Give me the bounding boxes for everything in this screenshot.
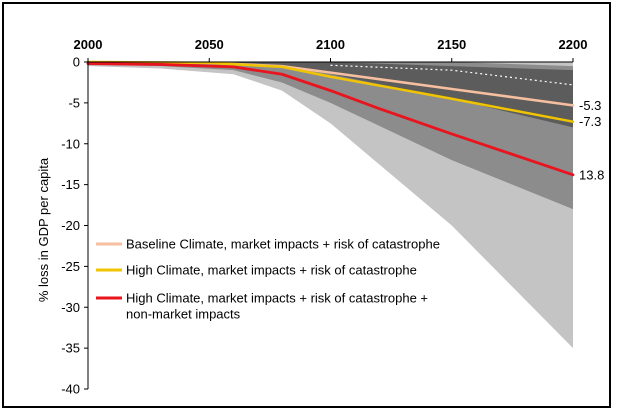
- legend-label-2: High Climate, market impacts + risk of c…: [126, 263, 417, 278]
- y-tick-label: -10: [61, 136, 80, 151]
- y-tick-label: -30: [61, 300, 80, 315]
- y-tick-label: -5: [68, 95, 80, 110]
- y-tick-label: -25: [61, 259, 80, 274]
- x-tick-label: 2150: [437, 37, 466, 52]
- y-axis-label: % loss in GDP per capita: [36, 157, 51, 302]
- y-axis-ticks: 0 -5 -10 -15 -20 -25 -30 -35 -40: [61, 55, 88, 397]
- x-tick-label: 2200: [559, 37, 588, 52]
- x-tick-label: 2000: [74, 37, 103, 52]
- dotted-reference-line: [330, 64, 574, 86]
- legend: Baseline Climate, market impacts + risk …: [96, 237, 440, 322]
- y-tick-label: -15: [61, 177, 80, 192]
- series-line-2: [86, 60, 575, 123]
- y-tick-label: 0: [73, 55, 80, 70]
- end-label-1: -5.3: [579, 98, 601, 113]
- series-lines: [86, 60, 575, 177]
- band-3: [88, 62, 573, 128]
- x-axis-ticks: 2000 2050 2100 2150 2200: [74, 37, 588, 62]
- y-tick-label: -35: [61, 341, 80, 356]
- end-label-2: -7.3: [579, 114, 601, 129]
- legend-label-3: non-market impacts: [126, 307, 241, 322]
- y-tick-label: -40: [61, 382, 80, 397]
- series-line-3: [86, 62, 575, 177]
- end-labels: -5.3-7.3 13.8: [579, 98, 604, 182]
- x-tick-label: 2100: [316, 37, 345, 52]
- y-tick-label: -20: [61, 218, 80, 233]
- end-label-3: 13.8: [579, 167, 604, 182]
- x-tick-label: 2050: [195, 37, 224, 52]
- legend-label-3: High Climate, market impacts + risk of c…: [126, 291, 428, 306]
- legend-label-1: Baseline Climate, market impacts + risk …: [126, 237, 440, 252]
